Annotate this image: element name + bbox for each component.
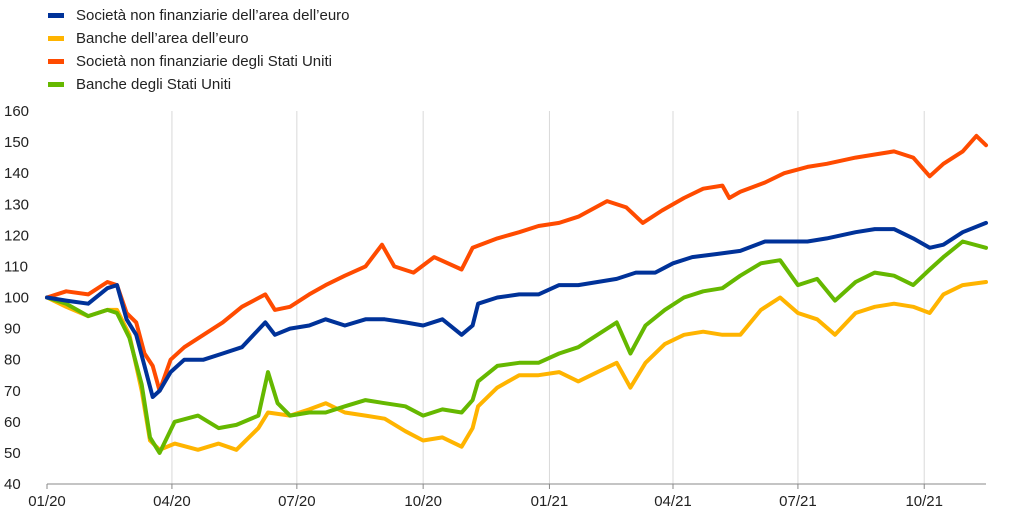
x-tick-label: 01/21 <box>531 493 569 510</box>
legend-item-us-nfc: Società non finanziarie degli Stati Unit… <box>48 50 350 73</box>
x-tick-label: 04/21 <box>654 493 692 510</box>
legend-swatch <box>48 59 64 64</box>
y-tick-label: 60 <box>4 414 21 431</box>
y-tick-label: 90 <box>4 321 21 338</box>
legend-label: Banche dell’area dell’euro <box>76 30 249 47</box>
legend-swatch <box>48 36 64 41</box>
legend-label: Società non finanziarie degli Stati Unit… <box>76 53 332 70</box>
y-tick-label: 40 <box>4 476 21 493</box>
x-tick-label: 07/21 <box>779 493 817 510</box>
series-line <box>45 220 988 399</box>
y-tick-label: 80 <box>4 352 21 369</box>
x-tick-label: 01/20 <box>28 493 66 510</box>
y-tick-label: 100 <box>4 290 29 307</box>
y-tick-label: 110 <box>4 258 28 275</box>
y-tick-label: 50 <box>4 445 21 462</box>
x-tick-label: 04/20 <box>153 493 191 510</box>
series-line <box>45 239 988 455</box>
series-line <box>45 280 988 452</box>
legend-label: Società non finanziarie dell’area dell’e… <box>76 7 350 24</box>
chart-legend: Società non finanziarie dell’area dell’e… <box>48 4 350 96</box>
gridlines <box>171 111 925 484</box>
legend-swatch <box>48 13 64 18</box>
legend-item-ea-banks: Banche dell’area dell’euro <box>48 27 350 50</box>
x-tick-label: 07/20 <box>278 493 316 510</box>
x-tick-label: 10/21 <box>905 493 943 510</box>
x-tick-label: 10/20 <box>404 493 442 510</box>
series-line <box>45 133 988 393</box>
legend-item-us-banks: Banche degli Stati Uniti <box>48 73 350 96</box>
y-tick-label: 140 <box>4 165 29 182</box>
series-lines <box>45 133 988 455</box>
legend-label: Banche degli Stati Uniti <box>76 76 232 93</box>
y-tick-label: 70 <box>4 383 21 400</box>
y-tick-label: 130 <box>4 196 29 213</box>
legend-item-ea-nfc: Società non finanziarie dell’area dell’e… <box>48 4 350 27</box>
y-tick-label: 160 <box>4 103 29 120</box>
y-tick-label: 120 <box>4 227 29 244</box>
legend-swatch <box>48 82 64 87</box>
axes: 01/20 04/20 07/20 10/20 01/21 04/21 07/21 10/21… <box>4 103 986 510</box>
y-tick-label: 150 <box>4 134 29 151</box>
